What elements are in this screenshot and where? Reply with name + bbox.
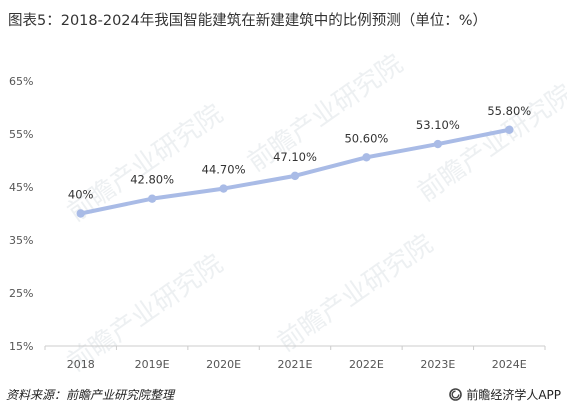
data-point xyxy=(76,209,85,218)
footer: 资料来源：前瞻产业研究院整理 前瞻经济学人APP xyxy=(0,383,567,416)
data-label: 53.10% xyxy=(416,118,460,132)
x-tick-label: 2020E xyxy=(206,358,241,371)
data-labels: 40% 42.80% 44.70% 47.10% 50.60% 53.10% 55.80% xyxy=(68,104,531,202)
chart-title: 图表5：2018-2024年我国智能建筑在新建建筑中的比例预测（单位：%） xyxy=(8,13,488,29)
brand: 前瞻经济学人APP xyxy=(449,386,561,403)
data-point xyxy=(433,139,443,149)
watermark: 前瞻产业研究院 xyxy=(242,49,408,178)
brand-label: 前瞻经济学人APP xyxy=(466,388,561,402)
data-point xyxy=(147,194,157,203)
data-point xyxy=(219,184,228,193)
y-tick-label: 45% xyxy=(9,181,33,194)
y-tick-label: 35% xyxy=(9,234,33,247)
x-axis: 2018 2019E 2020E 2021E 2022E 2023E 2024E xyxy=(44,345,546,371)
data-label: 42.80% xyxy=(130,173,174,187)
x-tick-label: 2024E xyxy=(492,358,527,371)
data-label: 50.60% xyxy=(344,131,388,145)
x-tick-label: 2023E xyxy=(420,358,455,371)
data-label: 47.10% xyxy=(273,150,317,164)
x-tick-label: 2022E xyxy=(349,358,384,371)
x-tick-label: 2018 xyxy=(67,358,95,371)
y-tick-label: 25% xyxy=(9,287,33,300)
brand-logo-icon xyxy=(449,388,463,401)
y-tick-label: 15% xyxy=(9,340,33,353)
series-line-group xyxy=(76,125,514,218)
data-label: 44.70% xyxy=(202,163,246,177)
data-label: 55.80% xyxy=(487,104,531,118)
data-point xyxy=(362,153,371,162)
y-tick-label: 65% xyxy=(9,75,33,88)
source-note: 资料来源：前瞻产业研究院整理 xyxy=(6,388,175,402)
y-tick-label: 55% xyxy=(9,128,33,141)
data-point xyxy=(290,171,300,181)
x-tick-label: 2019E xyxy=(135,358,170,371)
y-axis: 15% 25% 35% 45% 55% 65% xyxy=(9,75,33,353)
data-label: 40% xyxy=(68,188,94,202)
watermark: 前瞻产业研究院 xyxy=(272,229,438,358)
data-point xyxy=(505,125,514,134)
x-tick-label: 2021E xyxy=(278,358,313,371)
